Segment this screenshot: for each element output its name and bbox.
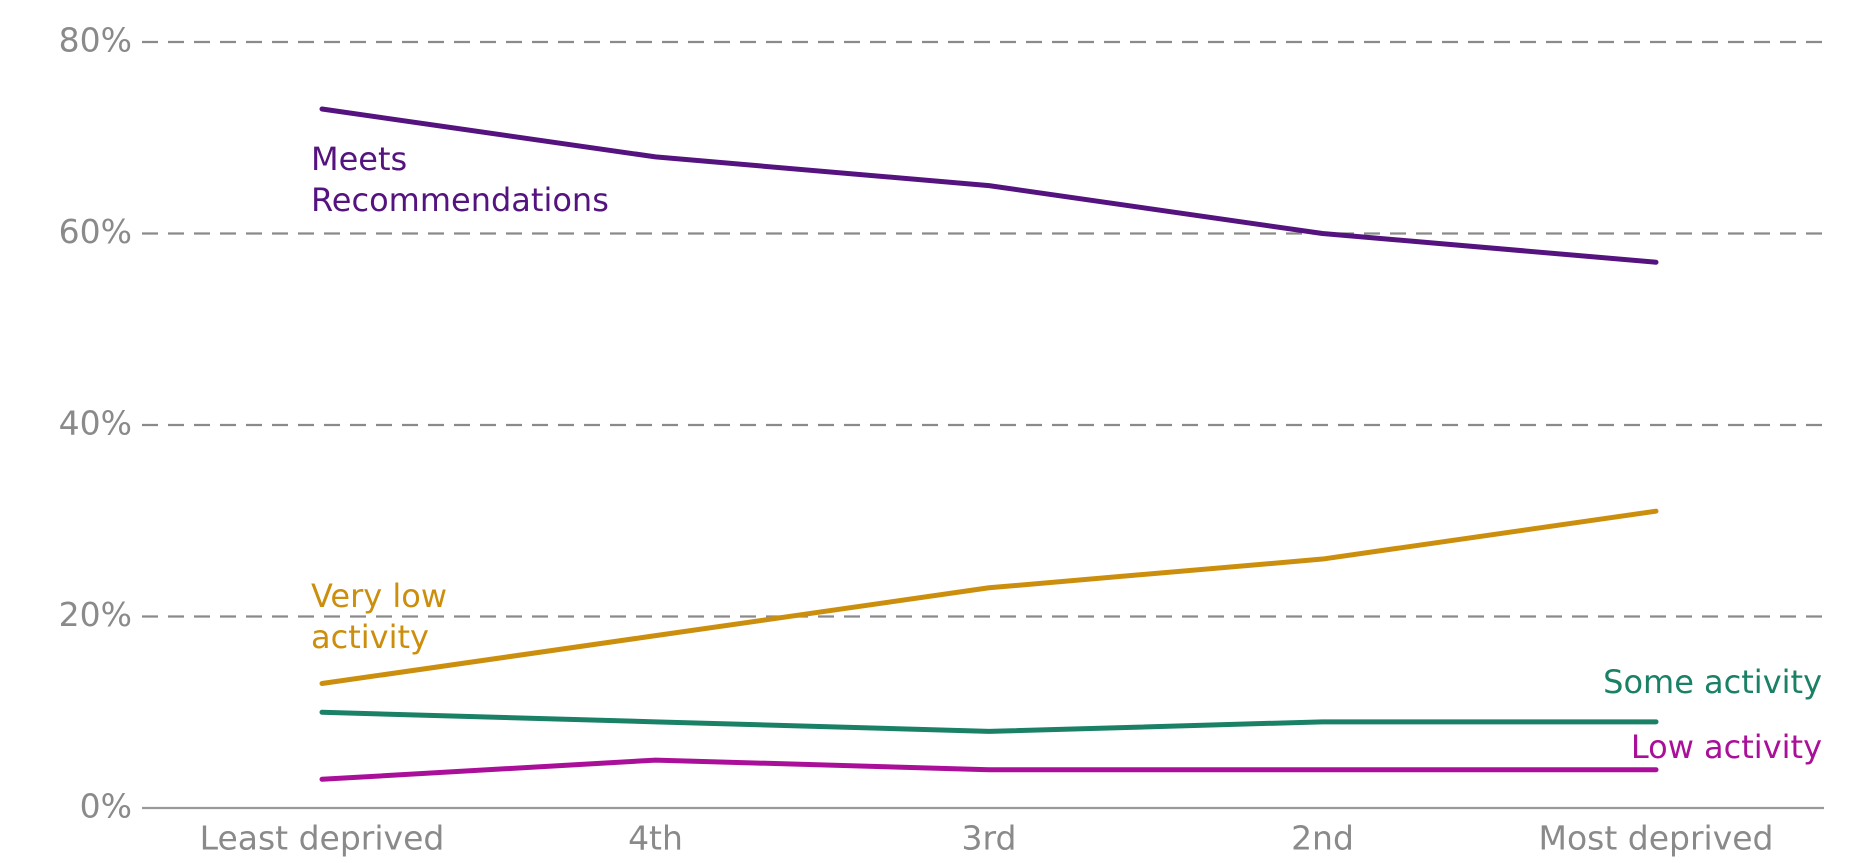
- x-tick-label: 3rd: [962, 819, 1017, 858]
- y-tick-label: 0%: [80, 787, 132, 826]
- series-label: Low activity: [1630, 728, 1822, 766]
- series-line: [319, 508, 1659, 687]
- series-line: [319, 709, 1659, 734]
- series-label: Very low activity: [311, 577, 447, 656]
- series-line: [319, 106, 1659, 265]
- x-tick-label: 4th: [628, 819, 683, 858]
- x-tick-label: Most deprived: [1539, 819, 1774, 858]
- series-label: Some activity: [1603, 663, 1822, 701]
- x-tick-label: 2nd: [1291, 819, 1354, 858]
- y-tick-label: 20%: [59, 595, 132, 634]
- x-tick-label: Least deprived: [200, 819, 445, 858]
- series-label: Meets Recommendations: [311, 140, 609, 219]
- y-tick-label: 80%: [59, 21, 132, 60]
- y-tick-label: 40%: [59, 404, 132, 443]
- y-tick-label: 60%: [59, 212, 132, 251]
- series-line: [319, 757, 1659, 782]
